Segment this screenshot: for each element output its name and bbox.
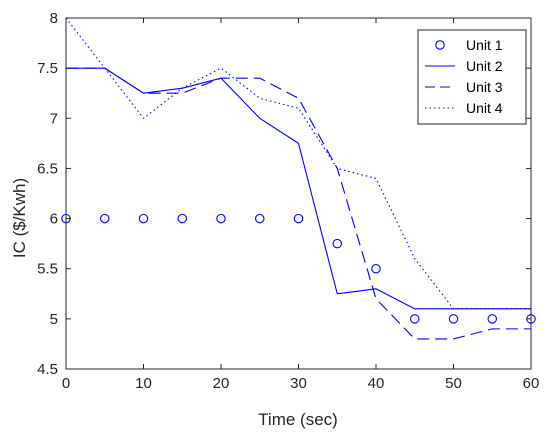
legend-label-unit-3: Unit 3 [466,79,503,95]
y-tick-label: 5.5 [37,261,58,278]
x-tick-label: 10 [135,375,152,392]
y-tick-label: 7 [50,110,58,127]
series-line-unit-4 [65,17,531,310]
legend-label-unit-1: Unit 1 [466,37,503,53]
x-tick-label: 50 [445,375,462,392]
x-tick-label: 20 [213,375,230,392]
x-tick-label: 60 [523,375,540,392]
series-layer [61,17,536,340]
legend-label-unit-2: Unit 2 [466,58,503,74]
y-tick-label: 4.5 [37,361,58,378]
data-point-unit-1 [371,263,381,274]
y-tick-label: 6.5 [37,160,58,177]
data-point-unit-1 [448,314,459,324]
y-tick-label: 5 [50,311,58,328]
data-point-unit-1 [100,213,110,224]
legend-label-unit-4: Unit 4 [466,100,503,116]
x-tick-label: 0 [62,375,70,392]
y-tick-label: 6 [50,211,58,228]
data-point-unit-1 [293,213,304,224]
x-tick-label: 30 [290,375,307,392]
data-point-unit-1 [409,314,420,324]
data-point-unit-1 [487,314,497,324]
data-point-unit-1 [332,238,342,249]
data-point-unit-1 [177,213,188,224]
series-line-unit-3 [66,67,531,340]
data-point-unit-1 [216,213,226,224]
y-tick-label: 8 [50,10,58,27]
x-tick-label: 40 [368,375,385,392]
y-axis-label: IC ($/Kwh) [10,178,29,258]
x-axis-label: Time (sec) [258,410,338,429]
y-tick-label: 7.5 [37,60,58,77]
legend: Unit 1 Unit 2 Unit 3 Unit 4 [417,29,527,125]
data-point-unit-1 [255,213,265,224]
axes: 0 10 20 30 40 50 60 4.5 5 5.5 6 6.5 7 7.5 8 [37,10,539,392]
data-point-unit-1 [138,213,149,224]
legend-marker-unit-1 [435,40,445,50]
